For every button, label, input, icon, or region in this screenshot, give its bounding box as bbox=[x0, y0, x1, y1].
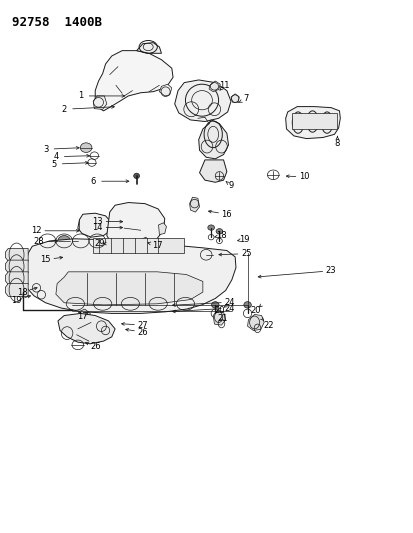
Text: 5: 5 bbox=[51, 160, 56, 168]
Polygon shape bbox=[189, 197, 199, 212]
Text: 15: 15 bbox=[40, 255, 51, 264]
Text: 12: 12 bbox=[31, 227, 42, 235]
Text: 16: 16 bbox=[221, 210, 232, 219]
Polygon shape bbox=[138, 237, 150, 248]
Ellipse shape bbox=[58, 236, 70, 246]
Polygon shape bbox=[78, 213, 112, 237]
Text: 4: 4 bbox=[53, 152, 58, 161]
Text: 26: 26 bbox=[137, 328, 148, 336]
Polygon shape bbox=[5, 248, 28, 261]
Polygon shape bbox=[230, 94, 239, 102]
Polygon shape bbox=[159, 84, 171, 96]
Polygon shape bbox=[174, 80, 230, 122]
Text: 17: 17 bbox=[76, 312, 87, 321]
Polygon shape bbox=[198, 120, 228, 159]
Text: 1: 1 bbox=[78, 92, 83, 100]
Ellipse shape bbox=[207, 225, 214, 230]
Text: 3: 3 bbox=[43, 145, 48, 154]
Bar bbox=[291, 113, 337, 129]
Text: 6: 6 bbox=[90, 177, 95, 185]
Text: 20: 20 bbox=[214, 306, 224, 314]
Polygon shape bbox=[95, 51, 173, 111]
Text: 10: 10 bbox=[298, 173, 309, 181]
Polygon shape bbox=[5, 284, 28, 296]
Text: 28: 28 bbox=[33, 238, 44, 246]
Polygon shape bbox=[247, 314, 263, 330]
Polygon shape bbox=[58, 313, 115, 344]
Polygon shape bbox=[158, 223, 166, 235]
Text: 11: 11 bbox=[219, 81, 230, 90]
Text: 19: 19 bbox=[238, 235, 249, 244]
Polygon shape bbox=[5, 272, 28, 285]
Text: 23: 23 bbox=[325, 266, 336, 275]
Text: 24: 24 bbox=[224, 304, 235, 312]
Ellipse shape bbox=[211, 302, 218, 308]
Polygon shape bbox=[78, 309, 90, 321]
Ellipse shape bbox=[216, 229, 222, 234]
Ellipse shape bbox=[80, 143, 92, 152]
Text: 21: 21 bbox=[216, 314, 227, 322]
Ellipse shape bbox=[108, 204, 156, 255]
Polygon shape bbox=[25, 239, 235, 313]
Polygon shape bbox=[93, 96, 107, 109]
Polygon shape bbox=[199, 160, 226, 182]
Text: 29: 29 bbox=[94, 239, 104, 248]
Text: 18: 18 bbox=[17, 288, 27, 296]
Text: 2: 2 bbox=[62, 105, 66, 114]
Polygon shape bbox=[285, 107, 339, 139]
Text: 18: 18 bbox=[216, 231, 226, 240]
Text: 8: 8 bbox=[334, 140, 339, 148]
Polygon shape bbox=[56, 272, 202, 305]
Ellipse shape bbox=[133, 173, 139, 179]
Text: 25: 25 bbox=[240, 249, 251, 258]
Text: 26: 26 bbox=[90, 342, 100, 351]
Polygon shape bbox=[5, 260, 28, 273]
Polygon shape bbox=[136, 43, 161, 53]
Bar bbox=[93, 238, 184, 253]
Text: 17: 17 bbox=[152, 241, 162, 249]
Ellipse shape bbox=[243, 302, 251, 308]
Polygon shape bbox=[213, 310, 225, 325]
Text: 9: 9 bbox=[228, 181, 233, 190]
Text: 7: 7 bbox=[243, 94, 248, 103]
Text: 20: 20 bbox=[250, 306, 261, 314]
Text: 24: 24 bbox=[224, 298, 235, 306]
Text: 92758  1400B: 92758 1400B bbox=[12, 16, 101, 29]
Text: 13: 13 bbox=[92, 217, 103, 225]
Text: 22: 22 bbox=[262, 321, 273, 329]
Text: 19: 19 bbox=[11, 296, 22, 304]
Text: 14: 14 bbox=[92, 223, 103, 232]
Polygon shape bbox=[209, 81, 220, 92]
Text: 27: 27 bbox=[137, 321, 148, 329]
Polygon shape bbox=[107, 203, 164, 248]
